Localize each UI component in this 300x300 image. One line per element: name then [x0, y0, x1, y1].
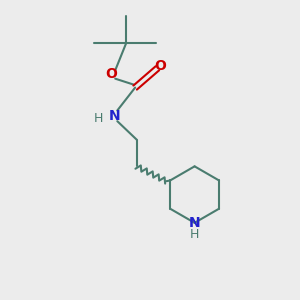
Text: H: H — [94, 112, 104, 125]
Text: N: N — [109, 109, 120, 123]
Text: O: O — [105, 67, 117, 81]
Text: N: N — [189, 216, 200, 230]
Text: O: O — [154, 59, 166, 73]
Text: H: H — [190, 228, 199, 241]
